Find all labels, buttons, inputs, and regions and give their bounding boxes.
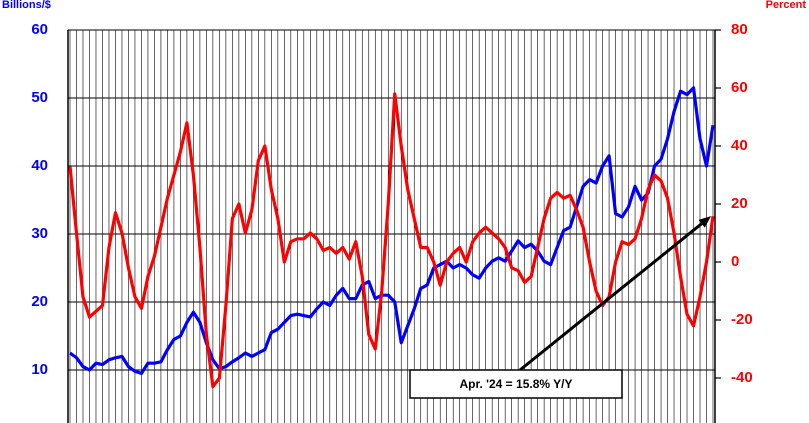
lines — [68, 86, 715, 389]
annotation: Apr. '24 = 15.8% Y/Y — [459, 377, 572, 391]
y2-axis-title: Percent — [766, 0, 807, 11]
y2-tick-label: 60 — [731, 79, 748, 96]
y-tick-label: 60 — [31, 21, 48, 38]
grid — [68, 29, 715, 423]
annotation-box — [409, 369, 623, 399]
y2-tick-label: 40 — [731, 137, 748, 154]
y-axis-title: Billions/$ — [2, 0, 51, 11]
y-tick-label: 40 — [31, 157, 48, 174]
y2-tick-label: 0 — [731, 253, 739, 270]
series-line — [68, 92, 715, 389]
arrow-shaft — [519, 222, 703, 372]
y2-tick-label: -20 — [731, 311, 753, 328]
y2-tick-label: 20 — [731, 195, 748, 212]
y-tick-label: 30 — [31, 225, 48, 242]
y-tick-label: 50 — [31, 89, 48, 106]
y2-tick-label: -40 — [731, 369, 753, 386]
y-tick-label: 20 — [31, 293, 48, 310]
arrow-head — [698, 216, 711, 228]
arrow — [519, 216, 711, 372]
y-tick-label: 10 — [31, 361, 48, 378]
series-line — [69, 86, 715, 375]
annotation-group: Apr. '24 = 15.8% Y/Y — [409, 216, 711, 399]
y2-tick-label: 80 — [731, 21, 748, 38]
